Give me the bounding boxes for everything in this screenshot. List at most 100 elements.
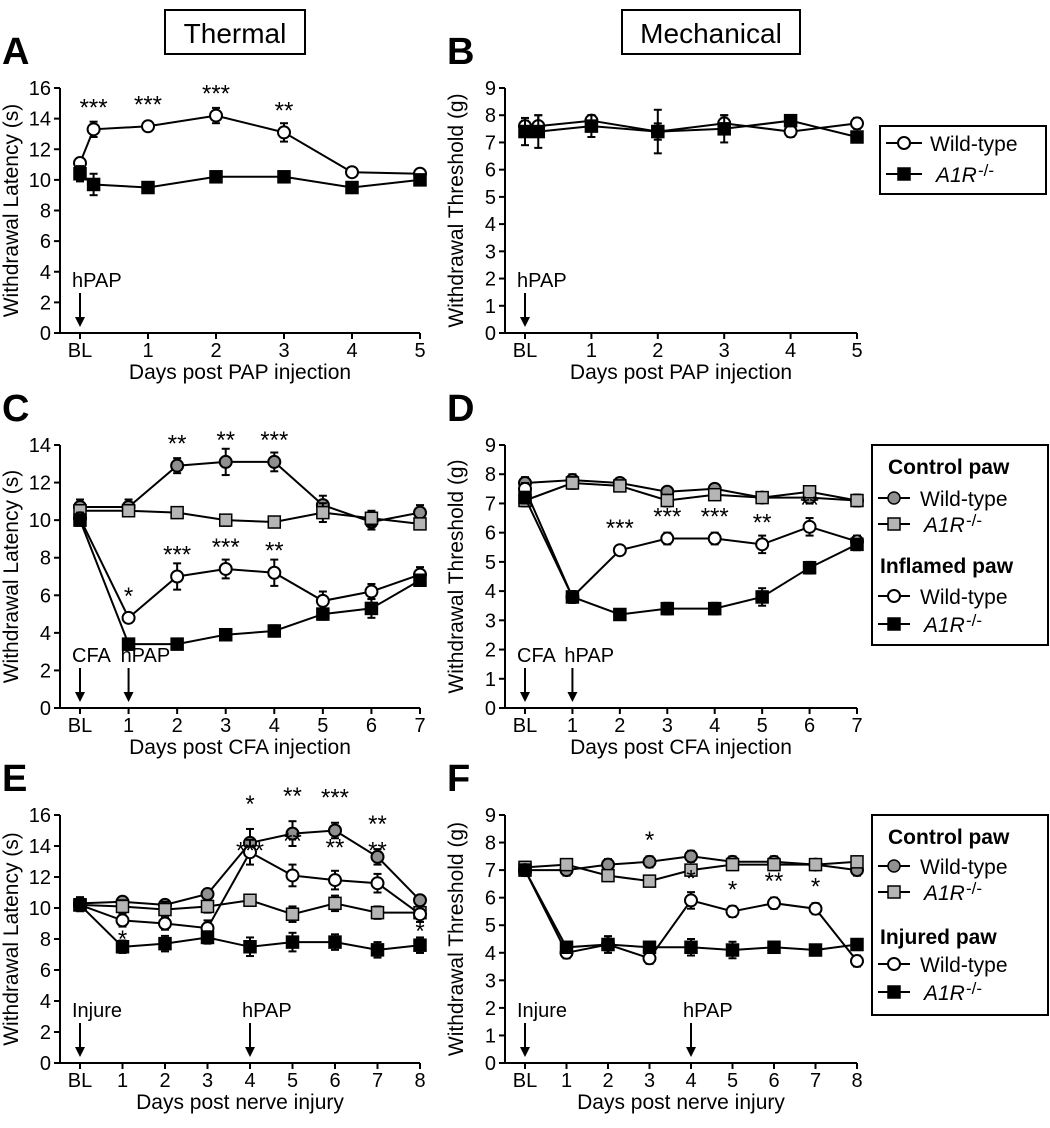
thermal-header: Thermal <box>164 9 306 55</box>
y-tick-label: 4 <box>485 943 496 965</box>
event-arrow: CFA <box>517 645 557 702</box>
series-line <box>524 488 858 599</box>
x-tick-label: 1 <box>142 340 153 362</box>
data-point-circle <box>243 845 257 860</box>
event-arrow: hPAP <box>683 1000 733 1057</box>
legend-top: Wild-type A1R -/- <box>879 125 1047 195</box>
x-tick-label: 7 <box>372 1070 383 1092</box>
significance-marker: *** <box>701 504 729 531</box>
significance-marker: *** <box>321 785 349 812</box>
data-point-circle <box>370 876 385 891</box>
x-tick-label: 8 <box>851 1070 862 1092</box>
data-point-square <box>559 857 574 872</box>
series-line <box>524 479 858 502</box>
y-tick-label: 8 <box>40 201 51 223</box>
x-tick-label: 4 <box>685 1070 696 1092</box>
thermal-header-text: Thermal <box>184 18 287 49</box>
y-tick-label: 5 <box>485 187 496 209</box>
x-tick-label: 1 <box>117 1070 128 1092</box>
legend-marker-circle-gray <box>887 491 901 505</box>
data-point-square <box>660 493 675 508</box>
data-point-square <box>370 905 385 920</box>
significance-marker: ** <box>265 538 284 565</box>
data-point-square <box>850 937 864 952</box>
data-point-circle <box>755 537 770 552</box>
data-point-square <box>601 868 615 883</box>
data-point-square <box>850 493 864 508</box>
y-tick-label: 1 <box>485 669 496 691</box>
data-point-circle <box>642 951 657 966</box>
x-axis-title: Days post CFA injection <box>570 736 792 759</box>
data-point-square <box>642 940 657 955</box>
data-point-square <box>328 935 342 949</box>
x-tick-label: 1 <box>561 1070 572 1092</box>
data-point-square <box>802 560 817 575</box>
data-point-square <box>518 124 532 139</box>
y-axis-title: Withdrawal Threshold (g) <box>445 459 468 693</box>
data-point-square <box>364 511 379 526</box>
x-tick-label: 5 <box>287 1070 298 1092</box>
data-point-square <box>584 119 599 133</box>
data-point-circle <box>850 954 864 969</box>
legend-top-row-2: A1R -/- <box>886 161 994 187</box>
x-tick-label: 5 <box>727 1070 738 1092</box>
data-point-circle <box>158 916 172 931</box>
x-tick-label: BL <box>68 715 92 737</box>
data-point-square <box>783 113 798 128</box>
event-arrow-label: hPAP <box>517 270 567 292</box>
event-arrow: hPAP <box>242 1000 292 1057</box>
legend-label-a1r-suffix: -/- <box>966 979 982 998</box>
y-tick-label: 4 <box>40 623 51 645</box>
data-point-square <box>285 907 300 921</box>
data-point-circle <box>413 893 427 908</box>
thermal-header-box <box>164 9 306 55</box>
y-tick-label: 4 <box>485 214 496 236</box>
y-axis-title: Withdrawal Threshold (g) <box>445 822 468 1056</box>
series-square-gray <box>518 855 864 888</box>
y-tick-label: 0 <box>485 698 496 720</box>
legend-top-row-1: Wild-type <box>886 133 1018 156</box>
y-tick-label: 12 <box>29 139 51 161</box>
panel-d: D 0 1 2 3 4 5 6 7 8 9 BL 1 2 3 4 5 6 7 Days post CFA inject… <box>445 388 864 759</box>
x-tick-label: 1 <box>567 715 578 737</box>
data-point-square <box>601 937 615 952</box>
data-point-square <box>767 857 781 872</box>
legend-label-a1r-suffix: -/- <box>966 611 982 630</box>
x-tick-label: BL <box>513 1070 537 1092</box>
data-point-circle <box>267 454 282 469</box>
data-point-circle <box>642 854 657 869</box>
data-point-square <box>200 930 215 945</box>
series-line <box>524 481 858 502</box>
legend-inflamed-group2-title: Inflamed paw <box>880 555 1014 578</box>
y-tick-label: 6 <box>40 231 51 253</box>
data-point-square <box>850 130 864 144</box>
data-point-square <box>413 517 427 531</box>
panel-letter: E <box>2 758 27 800</box>
x-tick-label: 2 <box>210 340 221 362</box>
data-point-circle <box>328 873 342 888</box>
data-point-square <box>767 940 781 955</box>
significance-marker: ** <box>368 837 387 864</box>
data-point-square <box>209 170 223 184</box>
y-tick-label: 0 <box>485 323 496 345</box>
data-point-circle <box>328 823 342 838</box>
series-circle-open <box>73 106 427 181</box>
y-tick-label: 1 <box>485 1025 496 1047</box>
x-tick-label: 1 <box>586 340 597 362</box>
legend-inflamed-row-4: A1R -/- <box>878 611 982 637</box>
legend-injured: Control paw Wild-type A1R -/- Injured pa… <box>871 814 1049 1016</box>
y-tick-label: 6 <box>485 160 496 182</box>
data-point-square <box>316 505 330 520</box>
mechanical-header-box <box>621 9 801 55</box>
x-tick-label: 7 <box>851 715 862 737</box>
series-line <box>80 509 421 525</box>
significance-marker: ** <box>283 783 302 810</box>
legend-inflamed-row-2: A1R -/- <box>878 511 982 537</box>
x-tick-label: 4 <box>244 1070 255 1092</box>
x-tick-label: 6 <box>768 1070 779 1092</box>
y-axis-title: Withdrawal Latency (s) <box>0 104 23 318</box>
series-square-black <box>518 863 864 960</box>
data-point-circle <box>684 849 698 864</box>
significance-marker: ** <box>168 431 187 458</box>
x-axis-title: Days post nerve injury <box>136 1091 344 1114</box>
